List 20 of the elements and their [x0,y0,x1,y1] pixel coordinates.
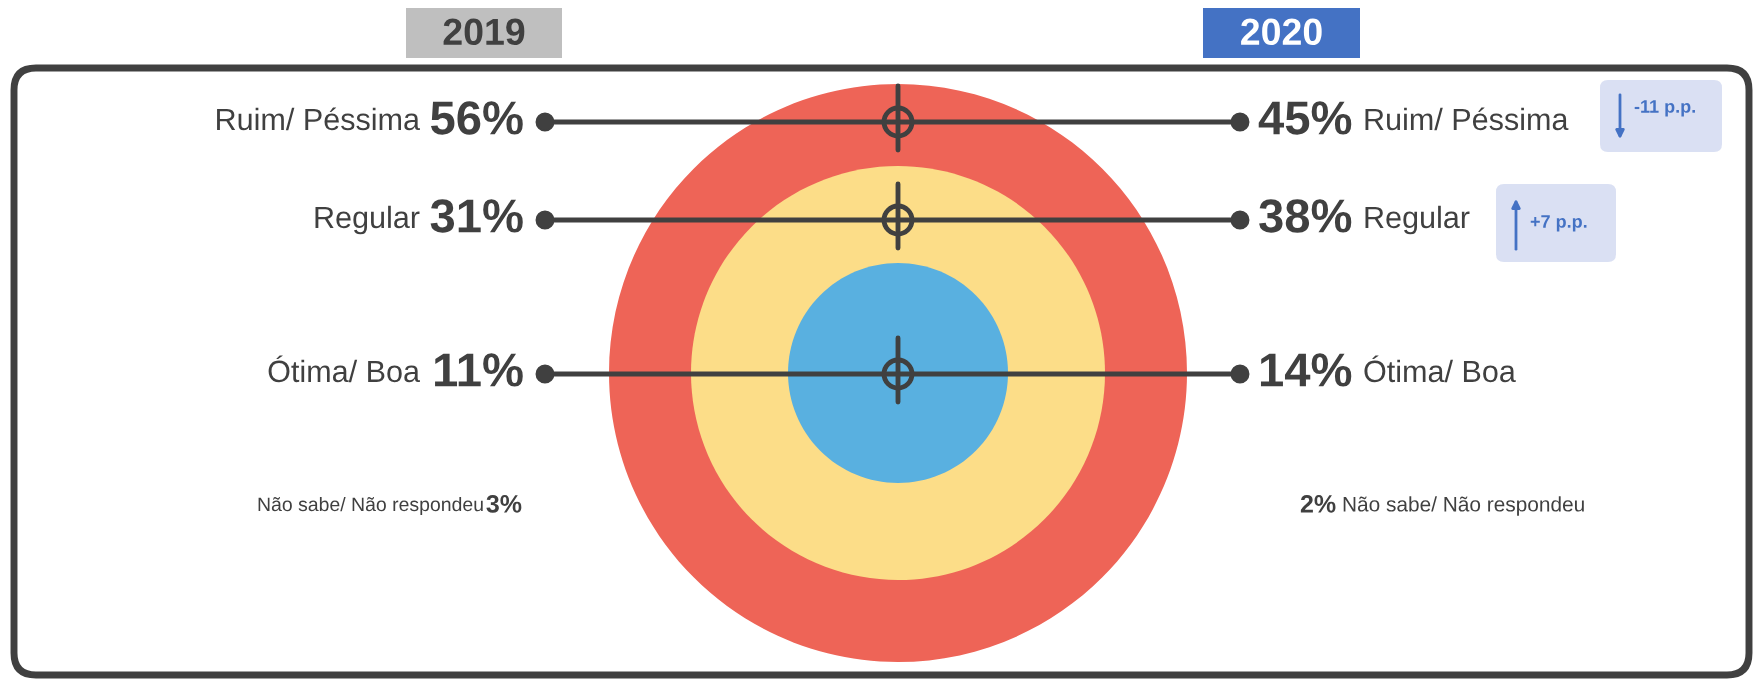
category-label: Não sabe/ Não respondeu [1343,496,1584,516]
data-label: 2% [1300,495,1336,513]
data-label: 56% [430,101,523,135]
data-label: 11% [435,353,523,387]
data-label: 45% [1258,101,1352,135]
data-label: 14% [1260,353,1352,387]
text: 2020 [1241,18,1322,46]
text: 2019 [443,18,525,46]
category-label: Não sabe/ Não respondeu [258,496,483,516]
category-label: Regular [315,205,420,235]
category-label: Ruim/ Péssima [1365,107,1569,131]
data-label: 38% [1259,199,1352,233]
category-label: Ótima/ Boa [1364,355,1516,383]
category-label: Ruim/ Péssima [217,107,420,131]
text: -11 p.p. [1634,100,1695,117]
data-label: 31% [430,199,523,233]
category-label: Ótima/ Boa [268,355,421,383]
text: +7 p.p. [1530,215,1587,232]
category-label: Regular [1365,205,1470,235]
data-label: 3% [486,495,522,513]
